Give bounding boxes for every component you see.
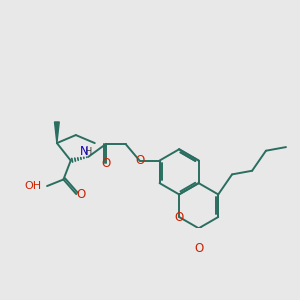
Text: O: O <box>101 157 110 169</box>
Text: O: O <box>77 188 86 201</box>
Text: H: H <box>85 147 93 157</box>
Text: OH: OH <box>25 181 42 191</box>
Text: O: O <box>175 211 184 224</box>
Text: O: O <box>135 154 144 167</box>
Polygon shape <box>55 122 59 143</box>
Text: N: N <box>80 145 89 158</box>
Text: O: O <box>194 242 203 255</box>
